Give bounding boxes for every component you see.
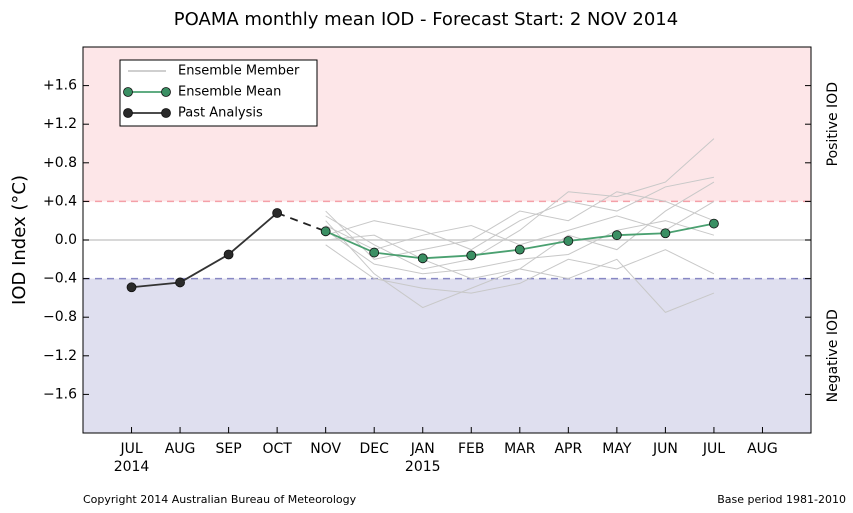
x-year-label: 2014 — [114, 459, 150, 475]
chart-title: POAMA monthly mean IOD - Forecast Start:… — [174, 9, 678, 30]
ensemble-member — [325, 181, 715, 280]
x-tick-label: JUN — [652, 441, 678, 457]
y-tick-label: −1.2 — [43, 348, 77, 364]
series-line — [131, 212, 278, 289]
point — [126, 282, 137, 293]
negative-region — [83, 278, 811, 433]
ensemble-member — [325, 138, 715, 270]
x-tick-label: APR — [554, 441, 582, 457]
x-tick-label: AUG — [165, 441, 196, 457]
point — [369, 247, 380, 258]
x-tick-label: OCT — [262, 441, 292, 457]
y-axis-label: IOD Index (°C) — [9, 175, 30, 305]
ensemble-member — [325, 176, 715, 251]
x-tick-label: JAN — [410, 441, 435, 457]
copyright: Copyright 2014 Australian Bureau of Mete… — [83, 493, 357, 506]
point — [563, 236, 574, 246]
x-year-label: 2015 — [405, 459, 441, 475]
y-tick-label: −0.8 — [43, 309, 77, 325]
y-tick-label: +0.4 — [43, 193, 77, 209]
y-tick-label: −0.4 — [43, 271, 77, 287]
x-tick-label: MAY — [602, 441, 632, 457]
plot-frame — [82, 46, 812, 434]
point — [320, 226, 331, 237]
x-tick-label: MAR — [504, 441, 536, 457]
point — [417, 253, 428, 264]
legend-marker — [123, 108, 133, 118]
legend-label: Ensemble Member — [178, 64, 300, 79]
negative-label: Negative IOD — [825, 309, 841, 402]
point — [709, 218, 719, 229]
point — [466, 250, 477, 261]
base-period: Base period 1981-2010 — [717, 493, 846, 506]
x-tick-label: JUL — [119, 441, 142, 457]
legend-label: Past Analysis — [178, 106, 263, 121]
x-tick-label: SEP — [216, 441, 242, 457]
point — [175, 277, 185, 288]
point — [272, 208, 283, 218]
ensemble-member — [325, 191, 715, 260]
x-tick-label: JUL — [702, 441, 725, 457]
legend-marker — [123, 87, 133, 97]
ensemble-member — [325, 200, 715, 251]
positive-label: Positive IOD — [825, 82, 841, 166]
point — [223, 249, 234, 260]
y-tick-label: +1.2 — [43, 116, 77, 132]
y-tick-label: +1.6 — [43, 78, 77, 94]
point — [660, 228, 671, 239]
legend-marker — [161, 87, 171, 97]
x-tick-label: DEC — [359, 441, 389, 457]
connector — [276, 212, 326, 233]
point — [514, 244, 525, 255]
x-tick-label: AUG — [747, 441, 778, 457]
x-tick-label: FEB — [458, 441, 485, 457]
legend-marker — [161, 108, 171, 118]
ensemble-member — [325, 244, 715, 294]
point — [611, 230, 622, 241]
y-tick-label: +0.8 — [43, 155, 77, 171]
y-tick-label: 0.0 — [55, 232, 77, 248]
legend-label: Ensemble Mean — [178, 85, 281, 100]
x-tick-label: NOV — [310, 441, 341, 457]
y-tick-label: −1.6 — [43, 386, 77, 402]
